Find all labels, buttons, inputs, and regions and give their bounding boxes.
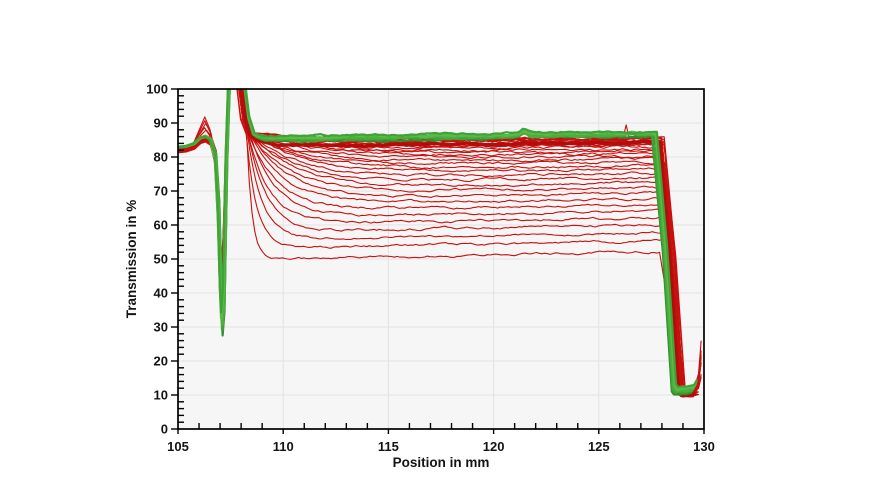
y-tick-label: 0 (161, 422, 168, 437)
y-tick-label: 40 (154, 286, 168, 301)
y-axis-title: Transmission in % (124, 200, 139, 319)
red-curve (178, 89, 702, 396)
x-tick-label: 115 (378, 439, 399, 454)
x-tick-label: 120 (483, 439, 505, 454)
red-curve (178, 89, 697, 396)
x-axis-ticks (177, 423, 705, 434)
red-curve (178, 89, 698, 396)
green-curve (178, 89, 698, 389)
x-axis-title: Position in mm (393, 455, 490, 470)
red-curve (178, 89, 697, 397)
y-tick-label: 50 (154, 252, 168, 267)
red-curve (178, 89, 697, 395)
red-curve (178, 89, 698, 398)
red-curve (178, 89, 699, 396)
green-curves (178, 89, 698, 396)
red-curve (178, 89, 696, 395)
y-tick-label: 70 (154, 184, 168, 199)
y-tick-label: 60 (154, 218, 168, 233)
red-curve (178, 89, 694, 394)
y-tick-label: 30 (154, 320, 168, 335)
x-axis-tick-labels: 105 110 115 120 125 130 (167, 439, 715, 454)
red-curve (178, 89, 694, 396)
y-tick-label: 80 (154, 150, 168, 165)
helper-curve (178, 89, 697, 398)
y-axis-tick-labels: 0 10 20 30 40 50 60 70 80 90 100 (146, 82, 168, 437)
y-axis-ticks (171, 88, 184, 430)
x-tick-label: 130 (693, 439, 715, 454)
y-tick-label: 10 (154, 388, 168, 403)
red-curve (178, 89, 702, 396)
x-tick-label: 110 (273, 439, 294, 454)
y-tick-label: 90 (154, 116, 168, 131)
red-curve (178, 89, 696, 397)
x-tick-label: 125 (588, 439, 610, 454)
red-curve (178, 89, 702, 394)
red-curve (178, 89, 702, 396)
red-curve (178, 89, 699, 395)
red-curve (178, 89, 702, 394)
red-curve (178, 89, 697, 394)
y-tick-label: 100 (146, 82, 168, 97)
red-curve (178, 89, 695, 394)
y-tick-label: 20 (154, 354, 168, 369)
x-tick-label: 105 (167, 439, 189, 454)
